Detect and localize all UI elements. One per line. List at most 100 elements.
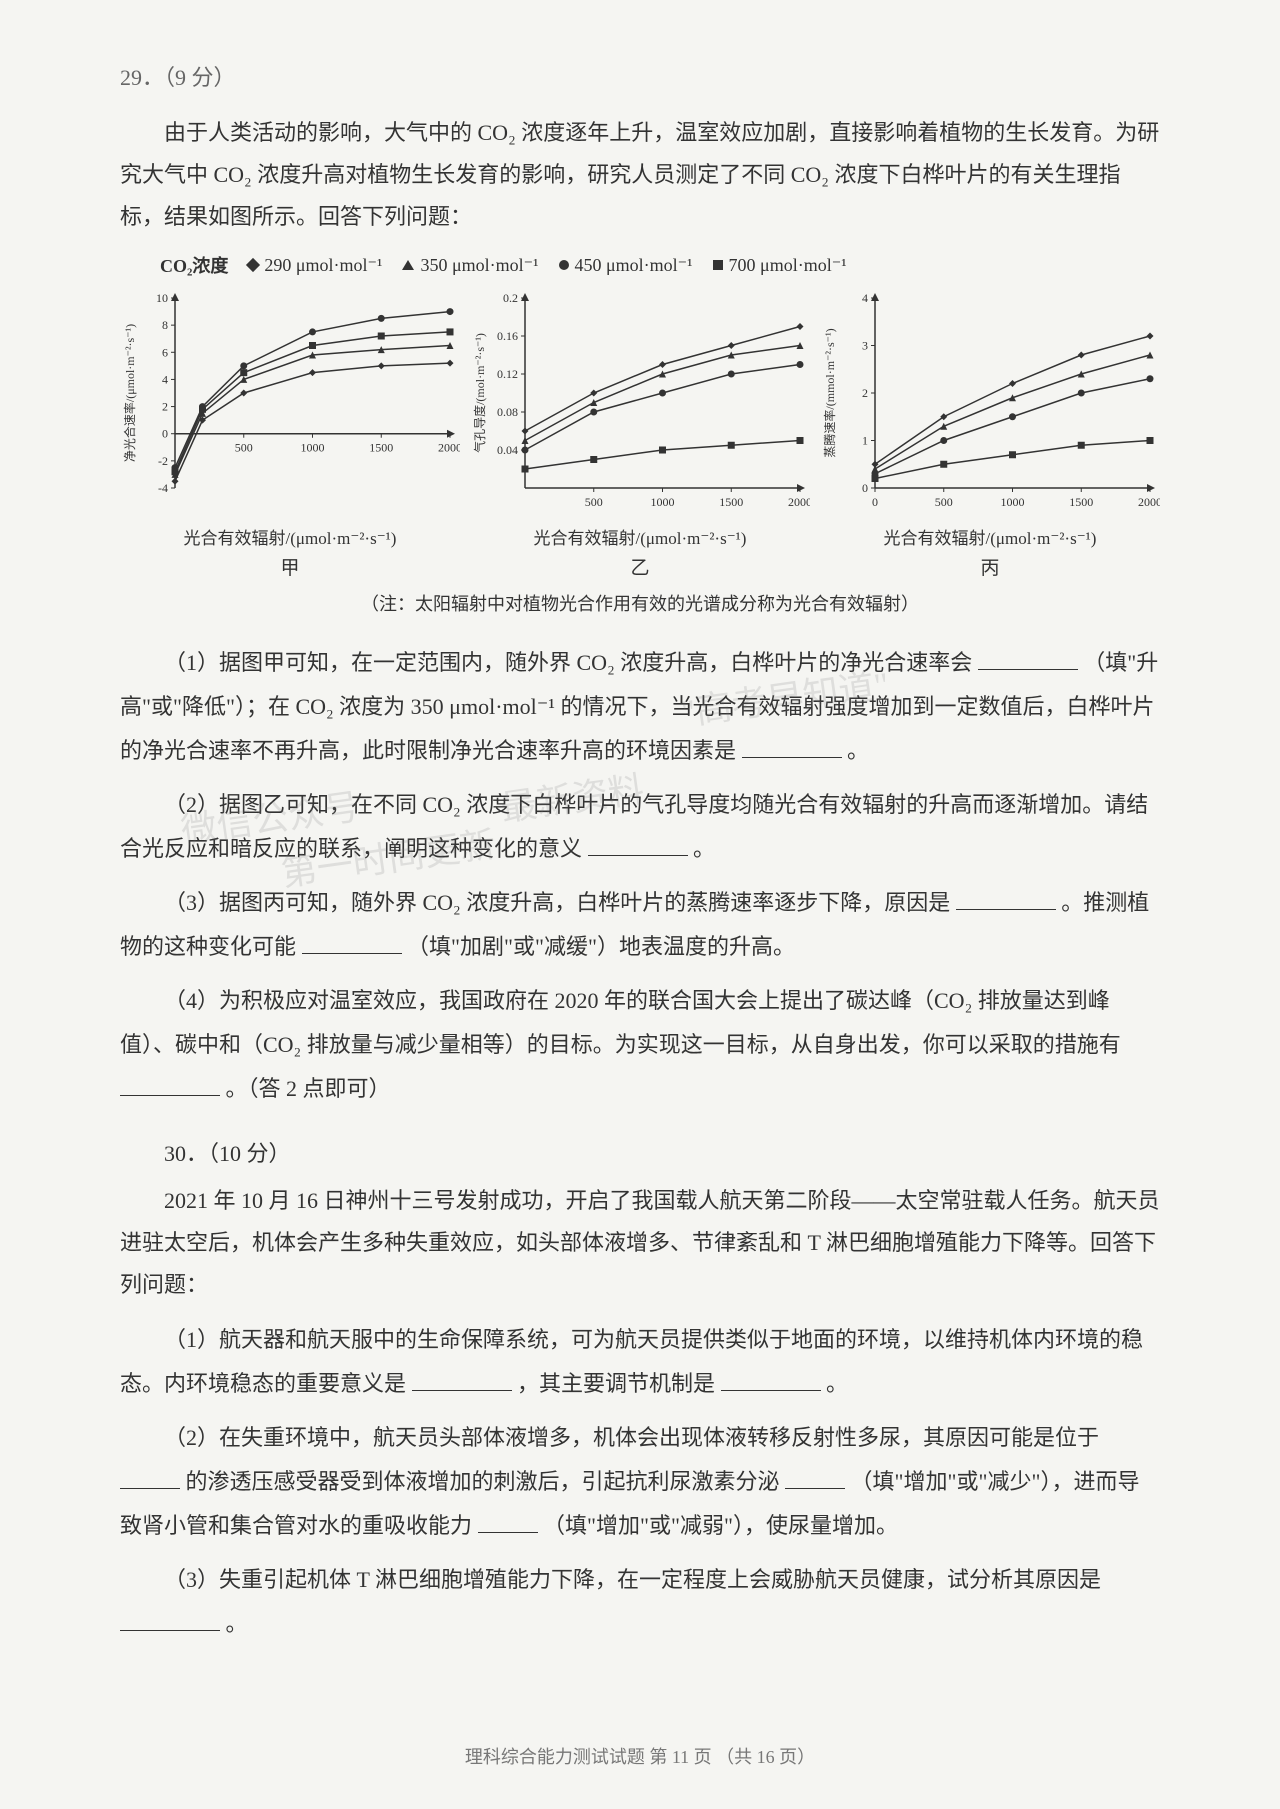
chart-b-xlabel: 光合有效辐射/(μmol·m⁻²·s⁻¹) xyxy=(534,524,747,549)
legend-item-1: 350 μmol·mol⁻¹ xyxy=(402,255,538,276)
triangle-icon xyxy=(402,260,414,270)
chart-note: （注：太阳辐射中对植物光合作用有效的光谱成分称为光合有效辐射） xyxy=(120,590,1160,616)
blank xyxy=(956,888,1056,910)
q29-sub1-c: 。 xyxy=(847,738,869,763)
svg-text:0.2: 0.2 xyxy=(503,291,518,305)
page-footer: 理科综合能力测试试题 第 11 页 （共 16 页） xyxy=(0,1743,1280,1769)
svg-text:0: 0 xyxy=(872,495,878,509)
svg-text:1500: 1500 xyxy=(719,495,743,509)
q29-number: 29．（9 分） xyxy=(120,60,1160,92)
q29-sub3: （3）据图丙可知，随外界 CO₂ 浓度升高，白桦叶片的蒸腾速率逐步下降，原因是 … xyxy=(120,881,1160,969)
svg-text:4: 4 xyxy=(162,373,168,387)
q30-sub2-b: 的渗透压感受器受到体液增加的刺激后，引起抗利尿激素分泌 xyxy=(186,1469,780,1494)
blank xyxy=(785,1467,845,1489)
chart-a-panel: -4 -2 0 2 4 6 8 10 500 1000 1500 2000 净光合速率/(μmol·m⁻… xyxy=(120,288,460,580)
chart-c-panel: 0 1 2 3 4 0 500 1000 1500 2000 蒸腾速率/(mmol·m⁻²·s⁻¹)… xyxy=(820,288,1160,580)
q29-sub1: （1）据图甲可知，在一定范围内，随外界 CO₂ 浓度升高，白桦叶片的净光合速率会… xyxy=(120,641,1160,773)
q30-number: 30．（10 分） xyxy=(120,1136,1160,1168)
svg-text:8: 8 xyxy=(162,319,168,333)
chart-c-xlabel: 光合有效辐射/(μmol·m⁻²·s⁻¹) xyxy=(884,524,1097,549)
blank xyxy=(478,1511,538,1533)
blank xyxy=(978,648,1078,670)
blank xyxy=(120,1074,220,1096)
svg-text:0.12: 0.12 xyxy=(497,367,518,381)
chart-b-panel: 0.04 0.08 0.12 0.16 0.2 500 1000 1500 2000 气孔导度/(… xyxy=(470,288,810,580)
chart-legend: CO₂浓度 290 μmol·mol⁻¹ 350 μmol·mol⁻¹ 450 … xyxy=(160,252,1160,278)
chart-b: 0.04 0.08 0.12 0.16 0.2 500 1000 1500 2000 气孔导度/(… xyxy=(470,288,810,518)
svg-text:1500: 1500 xyxy=(369,441,393,455)
svg-text:2000: 2000 xyxy=(438,441,460,455)
blank xyxy=(302,932,402,954)
svg-text:1000: 1000 xyxy=(651,495,675,509)
charts-container: -4-20246810500100015002000净光合速率/(μmol·m⁻… xyxy=(120,288,1160,580)
q30-sub2-a: （2）在失重环境中，航天员头部体液增多，机体会出现体液转移反射性多尿，其原因可能… xyxy=(164,1425,1099,1450)
legend-label-3: 700 μmol·mol⁻¹ xyxy=(729,255,847,276)
legend-label-0: 290 μmol·mol⁻¹ xyxy=(264,255,382,276)
svg-text:0: 0 xyxy=(862,481,868,495)
svg-text:500: 500 xyxy=(235,441,253,455)
blank xyxy=(721,1369,821,1391)
q29-intro: 由于人类活动的影响，大气中的 CO₂ 浓度逐年上升，温室效应加剧，直接影响着植物… xyxy=(120,112,1160,237)
q30-sub1-b: ，其主要调节机制是 xyxy=(517,1371,715,1396)
q30-intro: 2021 年 10 月 16 日神州十三号发射成功，开启了我国载人航天第二阶段—… xyxy=(120,1180,1160,1305)
q30-sub1: （1）航天器和航天服中的生命保障系统，可为航天员提供类似于地面的环境，以维持机体… xyxy=(120,1318,1160,1406)
svg-text:0.04: 0.04 xyxy=(497,443,518,457)
svg-text:500: 500 xyxy=(935,495,953,509)
svg-text:1: 1 xyxy=(862,434,868,448)
blank xyxy=(588,834,688,856)
q29-sub4-a: （4）为积极应对温室效应，我国政府在 2020 年的联合国大会上提出了碳达峰（C… xyxy=(120,988,1121,1057)
legend-title: CO₂浓度 xyxy=(160,252,228,278)
svg-text:3: 3 xyxy=(862,339,868,353)
q29-sub4-b: 。（答 2 点即可） xyxy=(226,1076,391,1101)
svg-text:0.08: 0.08 xyxy=(497,405,518,419)
legend-item-0: 290 μmol·mol⁻¹ xyxy=(248,255,382,276)
square-icon xyxy=(713,260,723,270)
q30-sub2-d: （填"增加"或"减弱"），使尿量增加。 xyxy=(543,1513,898,1538)
chart-b-sublabel: 乙 xyxy=(630,553,649,580)
blank xyxy=(120,1467,180,1489)
q30-sub3-a: （3）失重引起机体 T 淋巴细胞增殖能力下降，在一定程度上会威胁航天员健康，试分… xyxy=(164,1567,1101,1592)
svg-text:-4: -4 xyxy=(158,481,168,495)
q29-sub2-b: 。 xyxy=(693,836,715,861)
svg-text:4: 4 xyxy=(862,291,868,305)
svg-text:2: 2 xyxy=(162,400,168,414)
svg-text:1000: 1000 xyxy=(301,441,325,455)
svg-text:2: 2 xyxy=(862,386,868,400)
blank xyxy=(742,736,842,758)
svg-text:0: 0 xyxy=(162,427,168,441)
legend-label-2: 450 μmol·mol⁻¹ xyxy=(575,255,693,276)
diamond-icon xyxy=(246,258,260,272)
chart-c-sublabel: 丙 xyxy=(980,553,999,580)
svg-text:1000: 1000 xyxy=(1001,495,1025,509)
svg-text:净光合速率/(μmol·m⁻²·s⁻¹): 净光合速率/(μmol·m⁻²·s⁻¹) xyxy=(122,324,137,462)
svg-text:6: 6 xyxy=(162,346,168,360)
chart-a-xlabel: 光合有效辐射/(μmol·m⁻²·s⁻¹) xyxy=(184,524,397,549)
svg-text:0.16: 0.16 xyxy=(497,329,518,343)
q30-sub3: （3）失重引起机体 T 淋巴细胞增殖能力下降，在一定程度上会威胁航天员健康，试分… xyxy=(120,1558,1160,1646)
legend-item-2: 450 μmol·mol⁻¹ xyxy=(559,255,693,276)
circle-icon xyxy=(559,260,569,270)
q29-sub1-a: （1）据图甲可知，在一定范围内，随外界 CO₂ 浓度升高，白桦叶片的净光合速率会 xyxy=(164,650,972,675)
q29-sub3-c: （填"加剧"或"减缓"）地表温度的升高。 xyxy=(407,934,795,959)
svg-text:2000: 2000 xyxy=(788,495,810,509)
chart-a: -4 -2 0 2 4 6 8 10 500 1000 1500 2000 净光合速率/(μmol·m⁻… xyxy=(120,288,460,518)
legend-item-3: 700 μmol·mol⁻¹ xyxy=(713,255,847,276)
q29-sub3-a: （3）据图丙可知，随外界 CO₂ 浓度升高，白桦叶片的蒸腾速率逐步下降，原因是 xyxy=(164,890,950,915)
q29-sub2: （2）据图乙可知，在不同 CO₂ 浓度下白桦叶片的气孔导度均随光合有效辐射的升高… xyxy=(120,783,1160,871)
q30-sub2: （2）在失重环境中，航天员头部体液增多，机体会出现体液转移反射性多尿，其原因可能… xyxy=(120,1416,1160,1548)
legend-label-1: 350 μmol·mol⁻¹ xyxy=(420,255,538,276)
q30-sub3-b: 。 xyxy=(226,1611,248,1636)
chart-a-sublabel: 甲 xyxy=(280,553,299,580)
svg-text:10: 10 xyxy=(156,291,168,305)
blank xyxy=(412,1369,512,1391)
chart-c: 0 1 2 3 4 0 500 1000 1500 2000 蒸腾速率/(mmol·m⁻²·s⁻¹) xyxy=(820,288,1160,518)
q30-sub1-c: 。 xyxy=(826,1371,848,1396)
svg-text:2000: 2000 xyxy=(1138,495,1160,509)
svg-text:蒸腾速率/(mmol·m⁻²·s⁻¹): 蒸腾速率/(mmol·m⁻²·s⁻¹) xyxy=(822,329,837,458)
blank xyxy=(120,1609,220,1631)
svg-text:500: 500 xyxy=(585,495,603,509)
svg-text:1500: 1500 xyxy=(1069,495,1093,509)
svg-text:气孔导度/(mol·m⁻²·s⁻¹): 气孔导度/(mol·m⁻²·s⁻¹) xyxy=(472,333,487,453)
q29-sub4: （4）为积极应对温室效应，我国政府在 2020 年的联合国大会上提出了碳达峰（C… xyxy=(120,979,1160,1111)
svg-text:-2: -2 xyxy=(158,454,168,468)
